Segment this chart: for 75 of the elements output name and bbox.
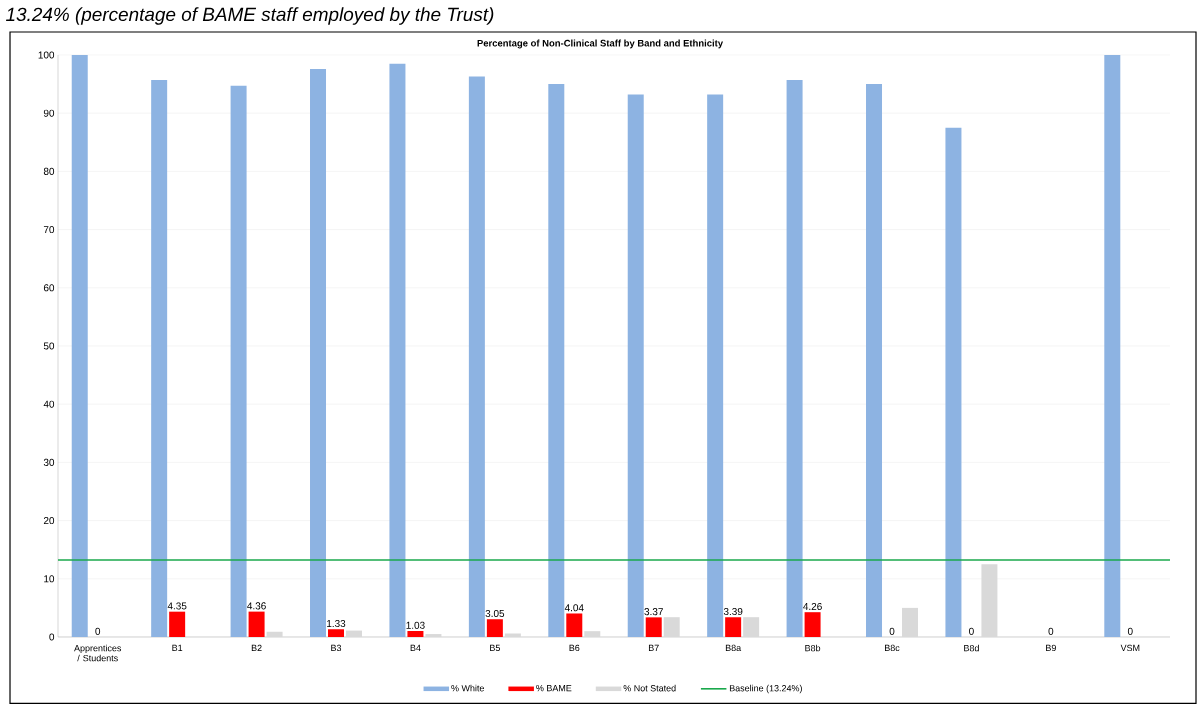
bar [389,63,406,637]
bar [804,612,821,637]
y-tick-label: 10 [44,575,55,583]
y-tick-label: 50 [43,342,55,350]
x-tick-label: B7 [648,644,659,651]
x-tick-label: B8c [885,644,900,652]
legend-label: % White [451,684,485,692]
data-label: 3.39 [723,608,743,616]
data-label: 0 [1127,627,1133,635]
bar [902,607,918,637]
bar [346,630,362,637]
y-tick-label: 0 [49,633,55,641]
bar [151,80,168,637]
bar [486,619,503,637]
bar [169,611,186,637]
data-label: 1.03 [406,621,425,629]
y-tick-label: 80 [43,167,55,175]
data-label: 3.37 [644,608,663,616]
bar [425,634,442,637]
x-tick-label: B3 [331,644,342,652]
bar [248,611,265,637]
y-tick-label: 100 [38,51,55,59]
bar [707,94,724,637]
bar [504,633,521,637]
y-tick-label: 20 [43,517,55,525]
bar [266,631,283,637]
bar [584,631,601,637]
y-tick-label: 60 [43,284,55,292]
data-label: 0 [889,627,895,635]
text: 13.24% (percentage of BAME staff employed by the Trust) [6,7,494,25]
bar [743,617,760,637]
chart-title: Percentage of Non-Clinical Staff by Band and Ethnicity [477,39,724,49]
y-tick-label: 70 [43,226,55,234]
bar [1104,54,1121,637]
bar [566,613,583,637]
x-tick-label: B4 [410,644,421,651]
x-tick-label: VSM [1120,644,1140,652]
y-tick-label: 30 [43,458,55,466]
x-tick-label: Apprentices / Students [74,644,122,662]
bar [663,617,680,637]
y-tick-label: 90 [43,109,55,117]
bar [786,80,803,637]
x-tick-label: B6 [569,644,580,652]
data-label: 1.33 [327,619,346,628]
x-tick-label: B2 [251,644,262,652]
legend-label: Baseline (13.24%) [729,684,802,694]
y-tick-label: 40 [43,400,55,408]
bar [548,84,565,637]
data-label: 0 [1048,627,1054,635]
bar [725,617,742,637]
x-tick-label: B5 [490,644,500,652]
bar [468,76,485,637]
bar [945,127,962,637]
bar [328,629,345,637]
bar [407,630,424,637]
bar [71,54,88,637]
legend-label: % Not Stated [623,684,676,692]
bar [230,85,247,637]
bar [866,84,883,637]
x-tick-label: B8b [805,644,821,652]
data-label: 4.26 [803,602,822,610]
data-label: 0 [95,627,101,635]
x-tick-label: B9 [1046,644,1056,652]
x-tick-label: B8a [725,644,742,652]
bar [310,68,327,637]
bar [645,617,662,637]
data-label: 0 [969,627,974,635]
x-tick-label: B1 [172,644,183,651]
data-label: 4.04 [564,604,584,612]
bar [627,94,644,637]
data-label: 4.36 [247,602,266,610]
data-label: 3.05 [485,609,505,618]
x-tick-label: B8d [964,644,979,652]
legend-label: % BAME [536,684,572,692]
data-label: 4.35 [167,602,187,610]
